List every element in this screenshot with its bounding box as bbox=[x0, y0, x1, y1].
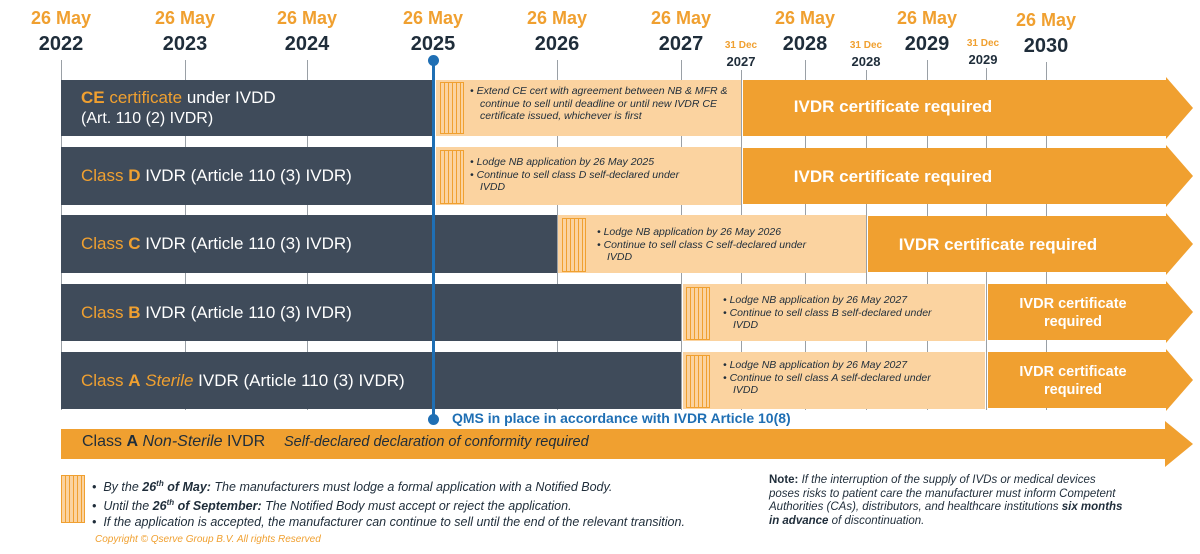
row-a-arrow bbox=[988, 349, 1193, 411]
row-ce-transition bbox=[436, 80, 741, 136]
year-label: 2027 bbox=[658, 33, 704, 55]
year-label: 2028 bbox=[782, 33, 828, 55]
nonsterile-label: Class A Non-Sterile IVDR bbox=[82, 433, 266, 450]
row-ce-bullets: • Extend CE cert with agreement between … bbox=[470, 85, 738, 123]
row-b-arrow bbox=[988, 281, 1193, 343]
row-d-arrow bbox=[743, 145, 1193, 207]
qms-marker-dot-bottom bbox=[428, 414, 439, 425]
application-hatch-icon bbox=[440, 150, 464, 204]
nonsterile-arrow bbox=[61, 421, 1193, 467]
row-b-arrow-text: IVDR certificate required bbox=[1019, 296, 1127, 330]
year-month-label: 26 May bbox=[896, 8, 958, 28]
legend-hatch-icon bbox=[61, 475, 85, 523]
row-c-label: Class C IVDR (Article 110 (3) IVDR) bbox=[81, 234, 352, 253]
certificate-word: certificate bbox=[104, 88, 183, 107]
year-month-label: 26 May bbox=[30, 8, 92, 28]
row-d-bullets: • Lodge NB application by 26 May 2025 • … bbox=[470, 156, 735, 194]
note: Note: If the interruption of the supply … bbox=[769, 474, 1123, 527]
year-label: 2025 bbox=[410, 33, 456, 55]
qms-marker-line bbox=[432, 60, 435, 420]
ce-word: CE bbox=[81, 88, 105, 107]
label-rest: under IVDD bbox=[182, 88, 276, 107]
bullet-item: • Lodge NB application by 26 May 2026 bbox=[597, 226, 782, 238]
application-hatch-icon bbox=[686, 355, 710, 408]
row-a-arrow-text: IVDR certificate required bbox=[1019, 364, 1127, 398]
bullet-item: • Continue to sell class C self-declared… bbox=[597, 238, 807, 264]
bullet-item: • Lodge NB application by 26 May 2027 bbox=[723, 294, 908, 306]
gridline bbox=[557, 60, 558, 410]
dec-month-label: 31 Dec bbox=[966, 38, 1000, 49]
year-label: 2023 bbox=[162, 33, 208, 55]
bullet-item: • Continue to sell class B self-declared… bbox=[723, 306, 932, 332]
dec-year-label: 2028 bbox=[851, 54, 881, 69]
bullet-item: • Continue to sell class D self-declared… bbox=[470, 168, 680, 194]
application-hatch-icon bbox=[686, 287, 710, 340]
qms-marker-dot-top bbox=[428, 55, 439, 66]
row-ce-label: CE certificate under IVDD bbox=[81, 88, 276, 108]
dec-month-label: 31 Dec bbox=[849, 40, 883, 51]
gridline bbox=[866, 70, 867, 410]
row-c-arrow bbox=[868, 213, 1193, 275]
row-ce-arrow-text: IVDR certificate required bbox=[793, 97, 993, 116]
application-hatch-icon bbox=[440, 82, 464, 134]
row-a-bullets: • Lodge NB application by 26 May 2027 • … bbox=[723, 359, 981, 397]
row-b-bar: Class B IVDR (Article 110 (3) IVDR) bbox=[61, 284, 681, 341]
row-d-transition bbox=[436, 147, 741, 205]
year-label: 2024 bbox=[284, 33, 330, 55]
legend-item: • By the 26th of May: The manufacturers … bbox=[92, 479, 613, 495]
row-ce-bar: CE certificate under IVDD (Art. 110 (2) … bbox=[61, 80, 434, 136]
year-month-label: 26 May bbox=[526, 8, 588, 28]
qms-caption: QMS in place in accordance with IVDR Art… bbox=[452, 410, 791, 426]
copyright: Copyright © Qserve Group B.V. All rights… bbox=[95, 534, 321, 545]
row-c-transition bbox=[558, 215, 866, 273]
row-ce-sublabel: (Art. 110 (2) IVDR) bbox=[81, 110, 214, 127]
year-month-label: 26 May bbox=[1015, 10, 1077, 30]
year-month-label: 26 May bbox=[154, 8, 216, 28]
row-a-label: Class A Sterile IVDR (Article 110 (3) IV… bbox=[81, 371, 405, 390]
year-month-label: 26 May bbox=[774, 8, 836, 28]
bullet-item: • Lodge NB application by 26 May 2025 bbox=[470, 156, 655, 168]
year-month-label: 26 May bbox=[276, 8, 338, 28]
legend-item: • Until the 26th of September: The Notif… bbox=[92, 498, 572, 514]
year-month-label: 26 May bbox=[650, 8, 712, 28]
bullet-item: • Continue to sell class A self-declared… bbox=[723, 371, 931, 397]
row-c-bar: Class C IVDR (Article 110 (3) IVDR) bbox=[61, 215, 557, 273]
row-b-transition bbox=[683, 284, 985, 341]
dec-month-label: 31 Dec bbox=[724, 40, 758, 51]
row-c-arrow-text: IVDR certificate required bbox=[898, 235, 1098, 254]
row-a-transition bbox=[683, 352, 985, 409]
legend-item: • If the application is accepted, the ma… bbox=[92, 515, 685, 530]
nonsterile-desc: Self-declared declaration of conformity … bbox=[284, 434, 589, 450]
year-month-label: 26 May bbox=[402, 8, 464, 28]
row-d-arrow-text: IVDR certificate required bbox=[793, 167, 993, 186]
year-label: 2029 bbox=[904, 33, 950, 55]
row-d-bar: Class D IVDR (Article 110 (3) IVDR) bbox=[61, 147, 434, 205]
application-hatch-icon bbox=[562, 218, 586, 272]
row-ce-arrow bbox=[743, 77, 1193, 139]
legend: • By the 26th of May: The manufacturers … bbox=[92, 476, 685, 530]
row-a-bar: Class A Sterile IVDR (Article 110 (3) IV… bbox=[61, 352, 681, 409]
dec-year-label: 2027 bbox=[726, 54, 756, 69]
dec-year-label: 2029 bbox=[968, 52, 998, 67]
year-label: 2022 bbox=[38, 33, 84, 55]
bullet-item: • Extend CE cert with agreement between … bbox=[470, 85, 728, 122]
row-d-label: Class D IVDR (Article 110 (3) IVDR) bbox=[81, 166, 352, 185]
year-label: 2030 bbox=[1023, 35, 1069, 57]
row-c-bullets: • Lodge NB application by 26 May 2026 • … bbox=[597, 226, 857, 264]
bullet-item: • Lodge NB application by 26 May 2027 bbox=[723, 359, 908, 371]
row-b-bullets: • Lodge NB application by 26 May 2027 • … bbox=[723, 294, 981, 332]
year-label: 2026 bbox=[534, 33, 580, 55]
row-b-label: Class B IVDR (Article 110 (3) IVDR) bbox=[81, 303, 352, 322]
